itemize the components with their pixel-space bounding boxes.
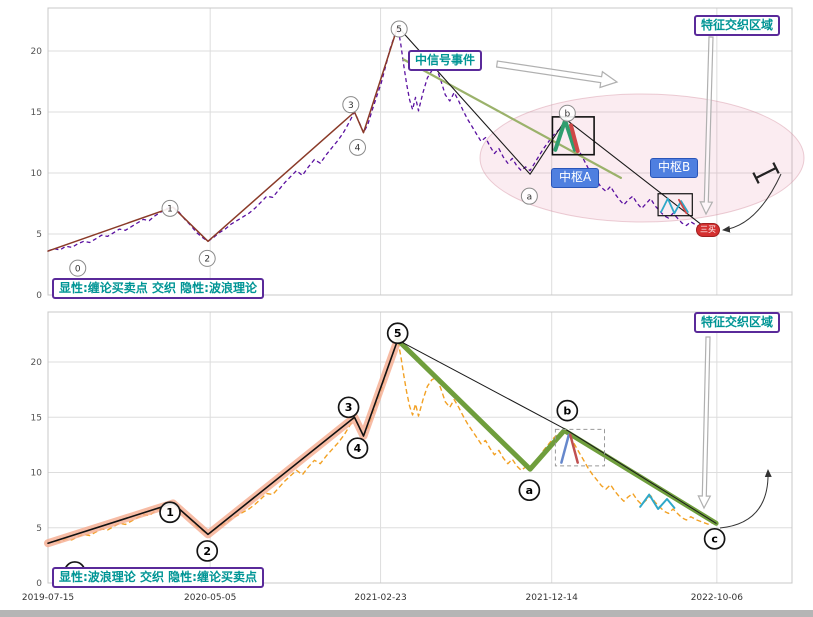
impulse-glow (44, 335, 402, 548)
wave-label-text-2: 2 (203, 545, 211, 558)
signal-arrow (495, 60, 619, 89)
decline-green-thick (395, 337, 719, 526)
wave-label-circle-5 (390, 20, 408, 38)
panel-border (47, 7, 793, 296)
buy-point-marker: 三买 (696, 223, 720, 237)
hub-b-label: 中枢B (650, 158, 699, 178)
wave-label-text-b: b (563, 404, 571, 417)
x-axis-tick-label: 2022-10-06 (691, 593, 744, 603)
top-feature-region-label: 特征交织区域 (694, 15, 781, 36)
wave-label-circle-0 (69, 259, 87, 277)
wave-label-circle-4 (349, 138, 367, 156)
wave-label-text-c: c (711, 533, 718, 546)
bottom-legend-label: 显性:波浪理论 交织 隐性:缠论买卖点 (52, 567, 264, 588)
y-axis-tick-label: 5 (36, 230, 42, 240)
top-legend-label: 显性:缠论买卖点 交织 隐性:波浪理论 (52, 278, 264, 299)
bottom-feature-region-label: 特征交织区域 (694, 312, 781, 333)
wave-label-circle-5 (386, 322, 409, 345)
wave-label-circle-4 (346, 437, 369, 460)
hub-a-label: 中枢A (551, 168, 600, 188)
wave-label-circle-b (556, 399, 579, 422)
wave-label-text-5: 5 (396, 25, 402, 35)
wave-label-text-3: 3 (345, 401, 353, 414)
wave-label-circle-3 (337, 396, 360, 419)
wave-label-text-5: 5 (394, 327, 402, 340)
ibeam-marker (772, 162, 780, 174)
panel-border (47, 311, 793, 584)
y-axis-tick-label: 10 (31, 169, 43, 179)
y-axis-tick-label: 0 (36, 291, 42, 301)
wave-label-circle-1 (161, 199, 179, 217)
wave-label-circle-a (518, 479, 541, 502)
wave-label-text-4: 4 (354, 442, 362, 455)
wave-label-circle-1 (159, 501, 181, 524)
wave-label-text-a: a (527, 192, 533, 202)
x-axis-tick-label: 2021-12-14 (526, 593, 579, 603)
y-axis-tick-label: 15 (31, 413, 42, 423)
y-axis-tick-label: 5 (36, 524, 42, 534)
wave-label-text-a: a (526, 484, 533, 497)
green-trendline (402, 58, 623, 179)
ibeam-marker (755, 167, 777, 179)
impulse-zigzag (47, 25, 399, 252)
wave-label-text-2: 2 (204, 255, 210, 265)
top-region-arrow (699, 36, 714, 216)
wave-label-text-1: 1 (167, 205, 173, 215)
impulse-zigzag (47, 339, 399, 545)
wave-label-circle-c (703, 527, 726, 550)
x-axis-tick-label: 2021-02-23 (354, 593, 406, 603)
hub-b-box (657, 193, 693, 217)
cyan-zigzag (639, 493, 676, 510)
y-axis-tick-label: 20 (31, 47, 43, 57)
x-axis-tick-label: 2019-07-15 (22, 593, 74, 603)
wave-label-circle-b (558, 104, 576, 122)
y-axis-tick-label: 20 (31, 358, 43, 368)
y-axis-tick-label: 0 (36, 579, 42, 589)
mini-hub-blue-leg (560, 433, 571, 464)
bottom-curved-arrow (719, 469, 772, 529)
hub-a-red-leg (569, 123, 580, 153)
wave-label-circle-2 (196, 540, 219, 562)
wave-label-circle-2 (198, 249, 216, 267)
mini-hub-red-leg (569, 433, 579, 464)
y-axis-tick-label: 15 (31, 108, 42, 118)
bottom-region-arrow (697, 336, 712, 510)
signal-event-label: 中信号事件 (408, 50, 483, 71)
x-axis-tick-label: 2020-05-05 (184, 593, 236, 603)
wave-label-circle-3 (342, 96, 360, 114)
top-curved-arrow (722, 173, 782, 233)
ibeam-marker (752, 172, 760, 184)
window-bottom-strip (0, 610, 813, 617)
wave-label-circle-a (520, 187, 538, 205)
wave-label-text-3: 3 (348, 101, 354, 111)
y-axis-tick-label: 10 (31, 469, 43, 479)
wave-label-text-b: b (564, 109, 570, 119)
hub-b-red-leg (678, 198, 688, 215)
decline-zigzag (397, 26, 707, 229)
wave-label-text-0: 0 (75, 264, 81, 274)
hub-b-cyan-zigzag (660, 197, 689, 215)
wave-label-text-1: 1 (166, 506, 174, 519)
wave-label-text-4: 4 (355, 144, 361, 154)
mini-hub-box (554, 428, 606, 467)
